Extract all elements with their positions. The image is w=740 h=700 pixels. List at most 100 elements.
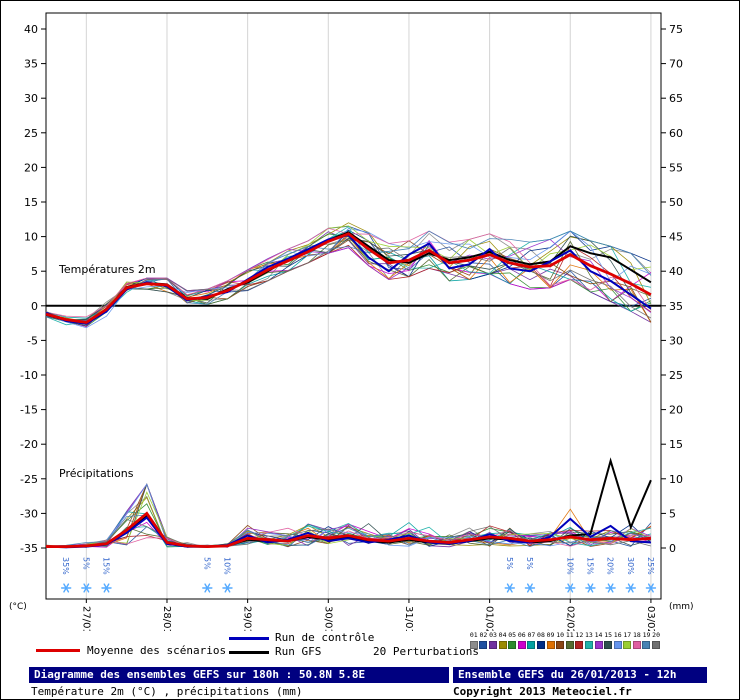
y-right-tick-label: 75	[669, 23, 683, 36]
y-right-tick-label: 15	[669, 438, 683, 451]
perturbation-legend: 01 02 03 04 05 06 07 08 09 10 11 12 13 14 15 16 17 18 19 20	[469, 632, 661, 649]
y-left-tick-label: 5	[31, 265, 38, 278]
gfs-legend-label: Run GFS	[275, 645, 322, 658]
snow-probability-label: 10%	[565, 557, 574, 575]
snowflake-icon	[103, 583, 110, 593]
perturbation-legend-item: 06	[517, 632, 527, 649]
perturbation-number: 03	[489, 631, 497, 639]
precipitation-section-label: Précipitations	[59, 467, 134, 480]
y-left-tick-label: 30	[24, 92, 38, 105]
y-left-tick-label: 35	[24, 58, 38, 71]
perturbation-legend-item: 01	[469, 632, 479, 649]
perturbation-color-swatch	[469, 641, 478, 649]
snowflake-icon	[587, 583, 594, 593]
snowflake-icon	[526, 583, 533, 593]
gfs-line-swatch	[229, 651, 269, 654]
y-left-tick-label: 20	[24, 161, 38, 174]
y-left-tick-label: 0	[31, 300, 38, 313]
y-left-tick-label: -25	[20, 473, 38, 486]
perturbation-legend-item: 19	[642, 632, 652, 649]
perturbation-legend-item: 07	[527, 632, 537, 649]
snow-probability-label: 5%	[505, 557, 514, 570]
y-right-unit-label: (mm)	[669, 602, 694, 612]
mean-line-swatch	[36, 649, 80, 652]
perturbation-color-swatch	[642, 641, 651, 649]
perturbation-color-swatch	[546, 641, 555, 649]
x-tick-label: 31/01	[403, 606, 414, 631]
snow-probability-label: 10%	[222, 557, 231, 575]
perturbations-legend-label: 20 Perturbations	[373, 645, 479, 658]
control-legend-label: Run de contrôle	[275, 631, 375, 644]
x-tick-label: 27/01	[80, 606, 91, 631]
snow-probability-label: 25%	[646, 557, 655, 575]
perturbation-number: 15	[604, 631, 613, 639]
perturbation-color-swatch	[652, 641, 661, 649]
y-right-tick-label: 35	[669, 300, 683, 313]
y-right-tick-label: 50	[669, 196, 683, 209]
perturbation-color-swatch	[632, 641, 641, 649]
chart-canvas: 27/01 28/01 29/01 30/01 31/01 01/02 02/02 03/02…	[9, 12, 694, 631]
perturbation-number: 07	[527, 631, 536, 639]
y-right-tick-label: 70	[669, 58, 683, 71]
y-right-tick-label: 40	[669, 265, 683, 278]
y-right-tick-label: 0	[669, 542, 676, 555]
snow-probability-label: 5%	[202, 557, 211, 570]
perturbation-legend-item: 15	[603, 632, 613, 649]
x-tick-label: 30/01	[322, 606, 333, 631]
x-tick-label: 02/02	[564, 606, 575, 631]
perturbation-number: 06	[517, 631, 526, 639]
snowflake-icon	[647, 583, 654, 593]
y-left-tick-label: 25	[24, 127, 38, 140]
perturbation-legend-item: 05	[507, 632, 517, 649]
perturbation-color-swatch	[488, 641, 497, 649]
perturbation-legend-item: 09	[546, 632, 556, 649]
perturbation-legend-item: 04	[498, 632, 508, 649]
y-right-tick-label: 25	[669, 369, 683, 382]
y-right-tick-label: 65	[669, 92, 683, 105]
snow-probability-label: 35%	[61, 557, 70, 575]
y-right-tick-label: 20	[669, 404, 683, 417]
axes: 27/01 28/01 29/01 30/01 31/01 01/02 02/02 03/02…	[9, 12, 694, 631]
perturbation-color-swatch	[527, 641, 536, 649]
perturbation-number: 01	[469, 631, 478, 639]
snowflake-icon	[83, 583, 90, 593]
perturbation-color-swatch	[623, 641, 632, 649]
y-right-tick-label: 5	[669, 507, 676, 520]
perturbation-number: 10	[556, 631, 565, 639]
snowflake-icon	[224, 583, 231, 593]
y-left-tick-label: 10	[24, 231, 38, 244]
y-left-unit-label: (°C)	[9, 602, 27, 612]
snowflake-icon	[63, 583, 70, 593]
perturbation-number: 04	[498, 631, 507, 639]
mean-legend-label: Moyenne des scénarios	[87, 644, 227, 657]
perturbation-color-swatch	[604, 641, 613, 649]
y-left-tick-label: 40	[24, 23, 38, 36]
perturbation-legend-item: 18	[632, 632, 642, 649]
y-left-tick-label: -30	[20, 507, 38, 520]
snow-probability-label: 20%	[606, 557, 615, 575]
perturbation-number: 18	[632, 631, 641, 639]
snow-probability-label: 15%	[101, 557, 110, 575]
perturbation-color-swatch	[556, 641, 565, 649]
temperature-plume	[45, 222, 652, 329]
perturbation-color-swatch	[498, 641, 507, 649]
y-right-tick-label: 30	[669, 334, 683, 347]
y-left-tick-label: -10	[20, 369, 38, 382]
snowflake-icon	[204, 583, 211, 593]
perturbation-color-swatch	[536, 641, 545, 649]
diagram-subtitle: Température 2m (°C) , précipitations (mm…	[31, 685, 303, 698]
precipitation-plume	[45, 457, 652, 549]
snow-probability-label: 5%	[81, 557, 90, 570]
y-right-tick-label: 60	[669, 127, 683, 140]
perturbation-color-swatch	[584, 641, 593, 649]
perturbation-number: 02	[479, 631, 488, 639]
snowflake-icon	[567, 583, 574, 593]
x-tick-label: 01/02	[484, 606, 495, 631]
perturbation-number: 09	[546, 631, 555, 639]
perturbation-legend-item: 02	[479, 632, 489, 649]
perturbation-legend-item: 16	[613, 632, 623, 649]
control-line-swatch	[229, 637, 269, 640]
y-left-tick-label: -5	[27, 334, 38, 347]
perturbation-color-swatch	[479, 641, 488, 649]
